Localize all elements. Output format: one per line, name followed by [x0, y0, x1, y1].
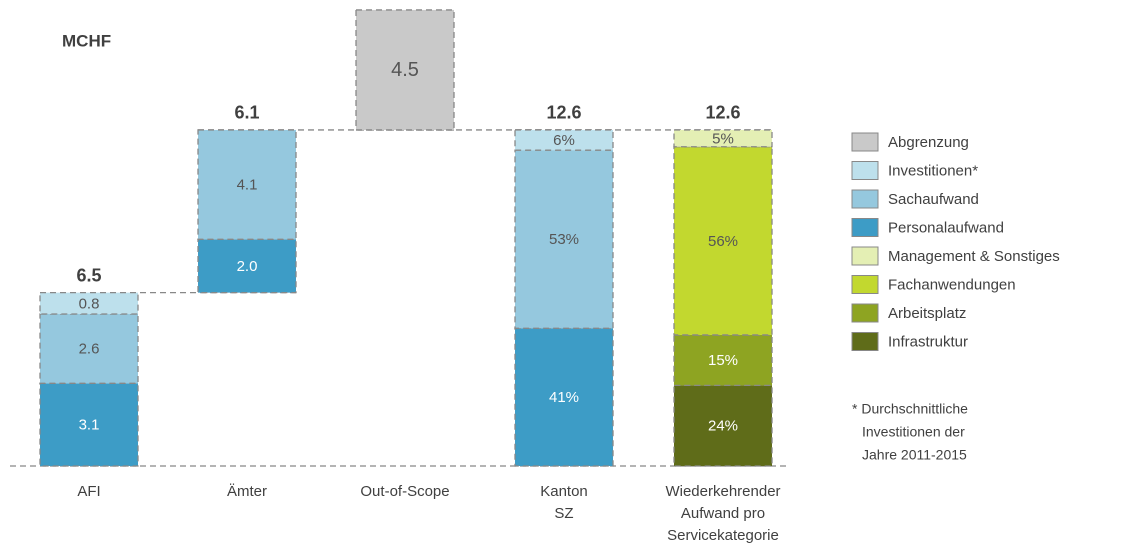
bar-segment [514, 149, 614, 329]
x-tick-label: SZ [554, 505, 573, 522]
legend-label: Infrastruktur [888, 333, 968, 350]
segment-label: 3.1 [79, 417, 100, 434]
total-label: 12.6 [705, 103, 740, 123]
x-tick-label: Out-of-Scope [360, 483, 449, 500]
legend-label: Personalaufwand [888, 219, 1004, 236]
bar-segment [673, 129, 773, 148]
bar-segment [197, 238, 297, 294]
footnote: Investitionen der [862, 424, 965, 440]
total-label: 12.6 [546, 103, 581, 123]
segment-label: 56% [708, 233, 738, 250]
x-tick-label: AFI [77, 483, 100, 500]
segment-label: 2.6 [79, 341, 100, 358]
legend-swatch [851, 246, 879, 266]
legend-swatch [851, 161, 879, 180]
bar-segment [673, 384, 773, 467]
bar-segment [355, 9, 455, 131]
segment-label: 53% [549, 231, 579, 248]
x-tick-label: Kanton [540, 483, 588, 500]
legend-swatch [851, 303, 879, 323]
x-tick-label: Aufwand pro [681, 505, 765, 522]
legend-label: Fachanwendungen [888, 276, 1016, 293]
segment-label: 0.8 [79, 295, 100, 312]
segment-label: 5% [712, 130, 734, 147]
bar-segment [39, 382, 139, 467]
footnote: * Durchschnittliche [852, 401, 968, 417]
x-tick-label: Wiederkehrender [665, 483, 780, 500]
bar-segment [673, 146, 773, 336]
legend-swatch [851, 275, 879, 294]
x-tick-label: Servicekategorie [667, 527, 779, 544]
bar-segment [39, 291, 139, 315]
segment-label: 24% [708, 418, 738, 435]
segment-label: 6% [553, 132, 575, 149]
unit-label: MCHF [62, 31, 111, 50]
legend-swatch [851, 332, 879, 351]
legend-swatch [851, 218, 879, 237]
bar-segment [673, 334, 773, 386]
legend-swatch [851, 132, 879, 152]
bar-segment [514, 327, 614, 467]
x-tick-label: Ämter [227, 483, 267, 500]
segment-label: 41% [549, 389, 579, 406]
segment-label: 4.5 [391, 59, 419, 81]
segment-label: 4.1 [237, 177, 258, 194]
bar-segment [197, 129, 297, 240]
legend-label: Investitionen* [888, 162, 978, 179]
total-label: 6.1 [234, 103, 259, 123]
footnote: Jahre 2011-2015 [862, 447, 967, 463]
total-label: 6.5 [76, 265, 101, 285]
legend-label: Arbeitsplatz [888, 305, 966, 322]
bar-segment [39, 313, 139, 384]
legend-swatch [851, 189, 879, 209]
segment-label: 2.0 [237, 258, 258, 275]
bar-segment [514, 129, 614, 151]
legend-label: Sachaufwand [888, 191, 979, 208]
legend-label: Management & Sonstiges [888, 248, 1060, 265]
legend-label: Abgrenzung [888, 134, 969, 151]
segment-label: 15% [708, 352, 738, 369]
